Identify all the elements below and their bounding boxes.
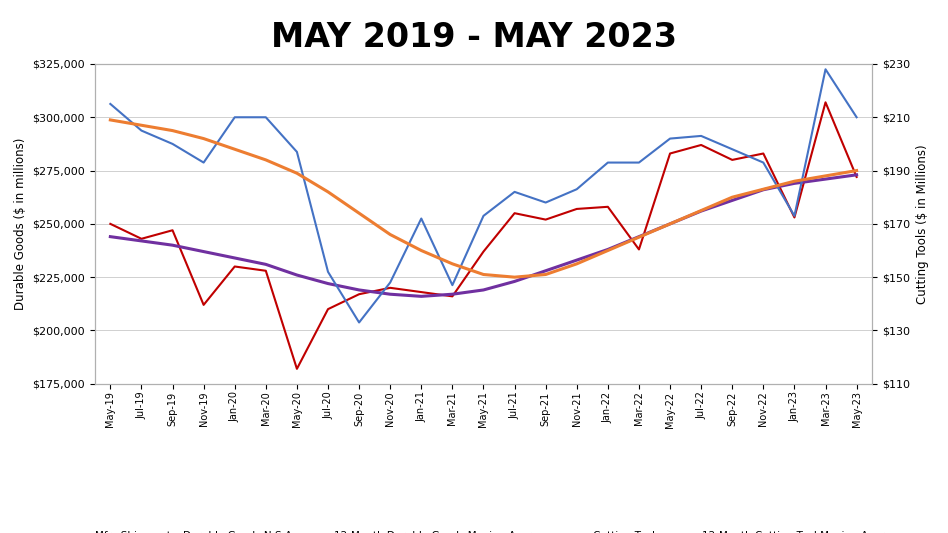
Y-axis label: Cutting Tools ($ in Millions): Cutting Tools ($ in Millions) xyxy=(916,144,928,304)
Y-axis label: Durable Goods ($ in millions): Durable Goods ($ in millions) xyxy=(14,138,27,310)
Legend: Mfrs Shipments, Durable Goods N.S.A, 12-Month Durable Goods Moving Average, Cutt: Mfrs Shipments, Durable Goods N.S.A, 12-… xyxy=(60,527,907,533)
Text: MAY 2019 - MAY 2023: MAY 2019 - MAY 2023 xyxy=(271,21,677,54)
